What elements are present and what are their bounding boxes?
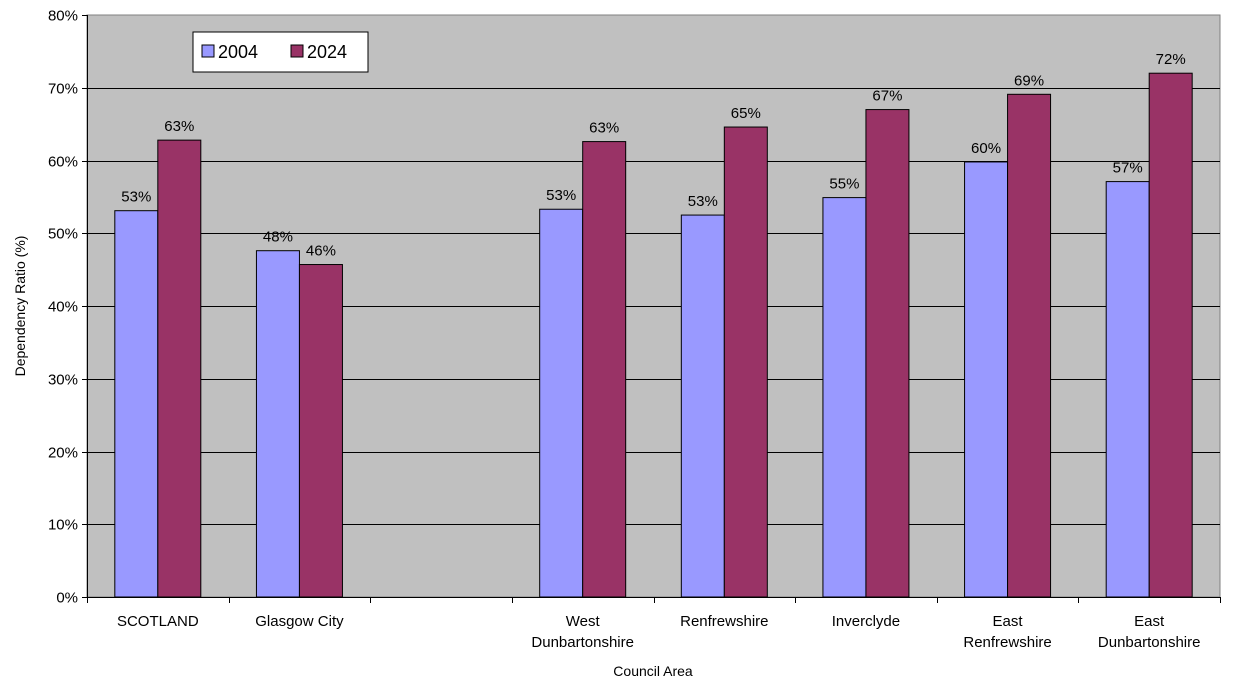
data-label-2004: 55% xyxy=(829,176,859,193)
axes xyxy=(82,15,1221,603)
data-label-2024: 46% xyxy=(306,243,336,260)
legend-swatch-2004 xyxy=(201,44,215,58)
bar-2004 xyxy=(1105,181,1150,598)
bar-2004 xyxy=(680,214,725,598)
bar-2024 xyxy=(157,139,202,598)
legend-swatch-2024 xyxy=(290,44,304,58)
y-tick-label: 50% xyxy=(48,226,78,243)
x-tick-label: East xyxy=(1134,613,1165,630)
x-tick-label: Dunbartonshire xyxy=(1098,634,1201,651)
legend-label-2024: 2024 xyxy=(307,42,347,62)
data-label-2004: 57% xyxy=(1113,160,1143,177)
legend-label-2004: 2004 xyxy=(218,42,258,62)
y-tick-label: 10% xyxy=(48,517,78,534)
x-tick-labels: SCOTLAND Glasgow City West Dunbartonshire Re… xyxy=(117,613,1201,651)
legend: 2004 2024 xyxy=(192,31,369,73)
bar-2004 xyxy=(255,250,300,598)
data-label-2024: 69% xyxy=(1014,72,1044,89)
y-tick-label: 40% xyxy=(48,299,78,316)
x-tick-label: West xyxy=(566,613,601,630)
data-label-2024: 63% xyxy=(589,120,619,137)
data-label-2004: 48% xyxy=(263,229,293,246)
x-tick-label: SCOTLAND xyxy=(117,613,199,630)
data-label-2004: 53% xyxy=(121,189,151,206)
x-tick-label: Dunbartonshire xyxy=(531,634,634,651)
x-tick-label: Glasgow City xyxy=(255,613,344,630)
bar-2024 xyxy=(723,126,768,598)
y-axis-title: Dependency Ratio (%) xyxy=(12,236,28,377)
data-label-2024: 63% xyxy=(164,118,194,135)
x-tick-label: East xyxy=(993,613,1024,630)
data-label-2004: 53% xyxy=(688,193,718,210)
bar-2024 xyxy=(582,141,627,598)
bar-2004 xyxy=(964,161,1009,598)
y-tick-label: 20% xyxy=(48,445,78,462)
data-label-2004: 60% xyxy=(971,140,1001,157)
data-label-2024: 65% xyxy=(731,105,761,122)
x-tick-label: Renfrewshire xyxy=(680,613,768,630)
bar-2024 xyxy=(298,264,343,598)
y-tick-label: 60% xyxy=(48,154,78,171)
data-labels: 53% 63% 48% 46% 53% 63% 53% 65% 55% 67% 60% 69% 57% 7… xyxy=(121,51,1185,259)
x-axis-title: Council Area xyxy=(613,663,693,679)
bar-2024 xyxy=(865,109,910,598)
bar-2004 xyxy=(822,197,867,598)
x-tick-label: Inverclyde xyxy=(832,613,900,630)
bar-2004 xyxy=(539,208,584,598)
bars xyxy=(114,72,1193,598)
y-tick-labels: 0% 10% 20% 30% 40% 50% 60% 70% 80% xyxy=(48,8,78,607)
y-tick-label: 0% xyxy=(56,590,78,607)
bar-2004 xyxy=(114,210,159,598)
bar-2024 xyxy=(1007,93,1052,598)
legend-box xyxy=(192,31,369,73)
y-tick-label: 70% xyxy=(48,81,78,98)
y-tick-label: 30% xyxy=(48,372,78,389)
bar-2024 xyxy=(1148,72,1193,598)
data-label-2004: 53% xyxy=(546,187,576,204)
x-tick-label: Renfrewshire xyxy=(963,634,1051,651)
data-label-2024: 67% xyxy=(872,88,902,105)
data-label-2024: 72% xyxy=(1156,51,1186,68)
y-tick-label: 80% xyxy=(48,8,78,25)
